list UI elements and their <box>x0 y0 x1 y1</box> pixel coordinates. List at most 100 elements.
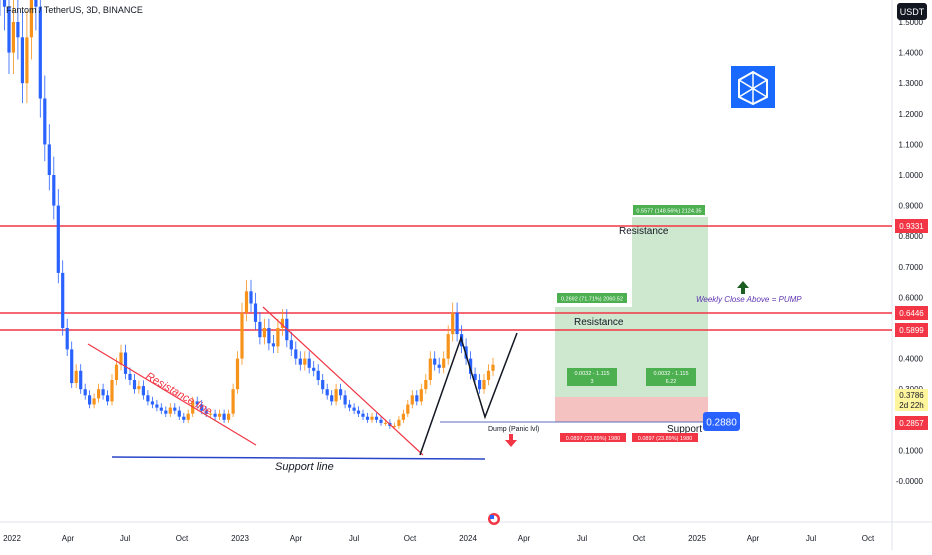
dump-label: Dump (Panic lvl) <box>488 426 539 433</box>
candle-body <box>16 22 20 38</box>
time-tick-label: Oct <box>862 534 875 543</box>
candle-body <box>173 407 177 411</box>
candle-body <box>132 380 137 390</box>
candles <box>0 0 495 429</box>
support-price-tag[interactable]: 0.2880 <box>703 412 740 431</box>
time-tick-label: 2025 <box>688 534 706 543</box>
candle-body <box>401 413 405 420</box>
candle-body <box>222 413 226 420</box>
us-flag-icon[interactable] <box>488 513 500 525</box>
price-tick-label: 0.1000 <box>899 446 924 455</box>
candle-body <box>455 312 459 335</box>
stop-label-2: 0.0897 (23.89%) 1980 <box>632 433 698 442</box>
candle-body <box>186 413 190 420</box>
time-tick-label: Jul <box>577 534 587 543</box>
time-tick-label: Apr <box>290 534 303 543</box>
candle-body <box>262 328 266 338</box>
price-tick-label: -0.0000 <box>896 477 924 486</box>
price-tick-label: 0.7000 <box>899 263 924 272</box>
candle-body <box>406 404 410 414</box>
candle-body <box>446 334 450 359</box>
time-tick-label: Oct <box>176 534 189 543</box>
weekly-close-label: Weekly Close Above = PUMP <box>696 295 802 304</box>
time-axis[interactable]: 2022 Apr Jul Oct 2023 Apr Jul Oct 2024 Apr Jul Oct 2… <box>3 534 875 543</box>
stop-zone-2 <box>632 397 708 422</box>
candle-body <box>271 343 275 347</box>
svg-text:6.22: 6.22 <box>666 379 677 385</box>
svg-text:0.2880: 0.2880 <box>706 418 737 429</box>
candle-body <box>101 389 105 396</box>
resistance-3-price-label: 0.5899 <box>895 323 928 337</box>
resistance-label-upper: Resistance <box>619 226 669 237</box>
candle-body <box>486 370 491 380</box>
time-tick-label: Jul <box>349 534 359 543</box>
time-tick-label: Jul <box>120 534 130 543</box>
candle-body <box>469 358 473 374</box>
price-tick-label: 0.8000 <box>899 232 924 241</box>
candle-body <box>348 404 352 408</box>
candle-body <box>20 37 24 84</box>
candle-body <box>128 373 132 380</box>
svg-text:USDT: USDT <box>900 7 925 17</box>
candle-body <box>2 0 7 7</box>
candle-body <box>307 358 311 368</box>
candle-body <box>92 398 96 405</box>
svg-text:0.2692 (71.71%) 2060.52: 0.2692 (71.71%) 2060.52 <box>561 297 623 303</box>
support-trendline[interactable] <box>111 456 486 460</box>
time-tick-label: Apr <box>62 534 75 543</box>
candle-body <box>339 389 343 396</box>
fantom-logo-icon <box>731 66 775 108</box>
candle-body <box>79 370 83 390</box>
candle-body <box>218 413 222 417</box>
svg-text:3: 3 <box>590 379 593 385</box>
green-up-arrow-icon <box>737 281 749 294</box>
candle-body <box>258 321 262 338</box>
candle-body <box>442 358 446 368</box>
stop-zone-1 <box>555 397 632 422</box>
resistance-trendline-2[interactable] <box>262 306 424 456</box>
resistance-trendline-1[interactable] <box>87 343 257 446</box>
candle-body <box>159 407 163 411</box>
candle-body <box>56 205 60 273</box>
candle-body <box>361 413 365 417</box>
candle-body <box>383 422 387 424</box>
svg-text:0.0897 (23.89%) 1980: 0.0897 (23.89%) 1980 <box>566 436 620 442</box>
candle-body <box>312 367 316 371</box>
candle-body <box>428 358 432 380</box>
candle-body <box>437 364 441 368</box>
price-tick-label: 0.6000 <box>899 293 924 302</box>
time-tick-label: Jul <box>806 534 816 543</box>
resistance-label-lower: Resistance <box>574 317 624 328</box>
candle-body <box>195 401 199 405</box>
candle-body <box>227 413 231 420</box>
svg-text:0.9331: 0.9331 <box>899 222 924 231</box>
price-tick-label: 1.5000 <box>899 18 924 27</box>
candle-body <box>419 389 423 402</box>
candle-body <box>316 370 320 380</box>
zigzag-projection[interactable] <box>419 332 518 456</box>
candle-body <box>177 410 181 417</box>
svg-text:0.5899: 0.5899 <box>899 326 924 335</box>
candle-body <box>182 416 186 420</box>
candle-body <box>25 37 29 84</box>
candle-body <box>253 303 258 322</box>
symbol-header[interactable]: Fantom / TetherUS, 3D, BINANCE <box>6 5 143 15</box>
candle-body <box>209 413 213 415</box>
candle-body <box>451 312 455 335</box>
svg-text:0.2857: 0.2857 <box>899 419 924 428</box>
candle-body <box>52 175 56 206</box>
rr-label-2: 0.0032 - 1.115 6.22 <box>646 368 696 386</box>
target-zone-2 <box>632 217 708 397</box>
stop-label-1: 0.0897 (23.89%) 1980 <box>560 433 626 442</box>
candle-body <box>321 380 325 390</box>
currency-button[interactable]: USDT <box>897 3 927 20</box>
candle-body <box>370 416 374 420</box>
candle-body <box>325 389 329 396</box>
candle-body <box>114 364 119 380</box>
support-label: Support <box>667 424 702 435</box>
candle-body <box>29 0 33 38</box>
candle-body <box>244 291 249 313</box>
